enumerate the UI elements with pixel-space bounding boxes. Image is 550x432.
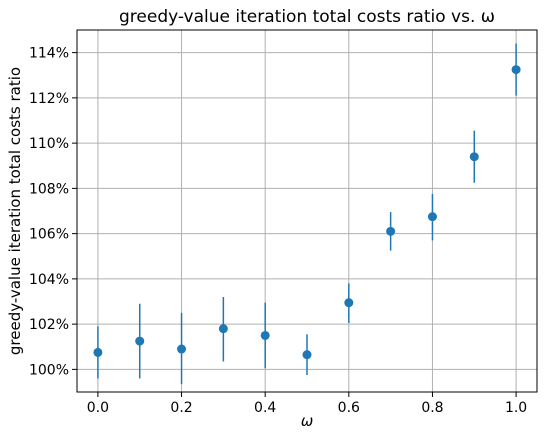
data-point (386, 226, 396, 236)
y-tick-label: 110% (29, 136, 69, 152)
data-point (302, 350, 312, 360)
x-tick-label: 0.4 (254, 400, 276, 416)
data-point (511, 65, 521, 75)
data-point (93, 347, 103, 357)
y-tick-label: 114% (29, 46, 69, 62)
data-point (469, 152, 479, 162)
y-tick-label: 108% (29, 181, 69, 197)
data-point (177, 344, 187, 354)
x-tick-label: 0.6 (338, 400, 360, 416)
plot-frame (76, 29, 538, 393)
y-tick-label: 112% (29, 91, 69, 107)
x-tick-label: 0.2 (170, 400, 192, 416)
x-axis-label: ω (301, 412, 314, 430)
data-point (218, 324, 228, 334)
y-tick-label: 100% (29, 362, 69, 378)
y-tick-label: 106% (29, 227, 69, 243)
x-tick-label: 0.8 (421, 400, 443, 416)
data-point (260, 330, 270, 340)
data-layer (93, 43, 521, 385)
data-point (344, 298, 354, 308)
x-tick-label: 0.0 (87, 400, 109, 416)
y-tick-label: 102% (29, 317, 69, 333)
x-tick-label: 1.0 (505, 400, 527, 416)
y-axis-label: greedy-value iteration total costs ratio (6, 67, 24, 355)
tick-layer: 0.0 0.2 0.4 0.6 0.8 1.0 100% 102% 104% 106% 108% 11… (29, 46, 527, 416)
data-point (135, 336, 145, 346)
data-point (427, 212, 437, 222)
chart-title: greedy-value iteration total costs ratio… (119, 7, 495, 27)
y-tick-label: 104% (29, 272, 69, 288)
